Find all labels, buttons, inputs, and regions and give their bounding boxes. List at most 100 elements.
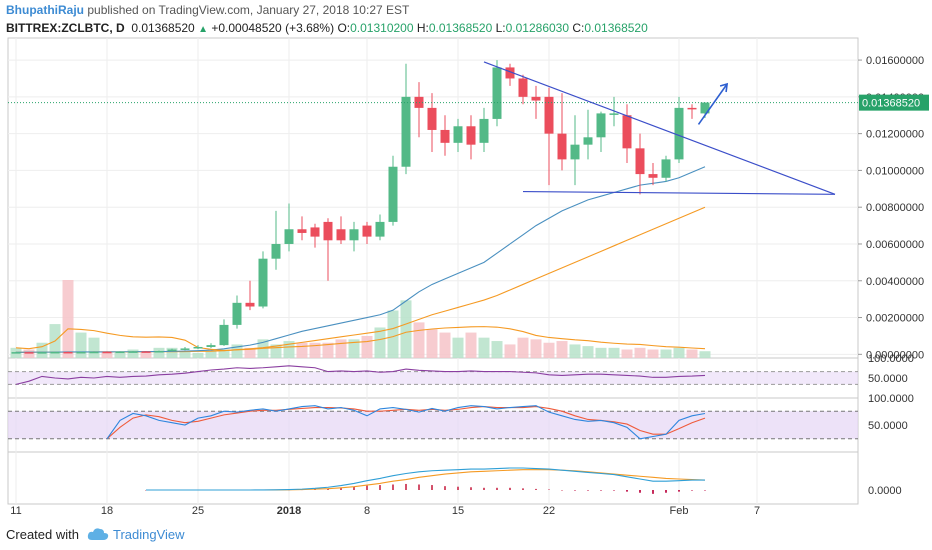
x-tick-label: 18: [101, 505, 113, 517]
macd-histogram-bar: [366, 485, 368, 490]
volume-bar: [673, 347, 685, 358]
low-value: 0.01286030: [505, 21, 570, 35]
candle-body: [544, 96, 554, 134]
macd-histogram-bar: [691, 490, 693, 491]
macd-histogram-bar: [379, 485, 381, 490]
volume-bar: [647, 349, 659, 358]
x-tick-label: 2018: [277, 505, 301, 517]
candle-body: [648, 174, 658, 178]
ma-orange-line: [16, 206, 706, 353]
price-tick-label: 0.00800000: [866, 202, 924, 214]
candle-body: [24, 352, 34, 354]
footer-bar: Created with TradingView: [0, 518, 932, 550]
volume-bar: [296, 342, 308, 358]
macd-histogram-bar: [600, 490, 602, 491]
candle-body: [141, 351, 151, 353]
macd-histogram-bar: [613, 490, 615, 491]
support-trendline[interactable]: [522, 190, 836, 195]
low-label: L:: [495, 21, 506, 35]
volume-bar: [335, 339, 347, 358]
volume-bar: [75, 332, 87, 358]
macd-histogram-bar: [561, 490, 563, 491]
volume-bar: [244, 347, 256, 358]
x-tick-label: 7: [754, 505, 760, 517]
indicator-tick-label: 50.0000: [868, 373, 908, 385]
price-tick-label: 0.00000000: [866, 349, 924, 361]
volume-bar: [413, 322, 425, 358]
volume-bar: [699, 351, 711, 358]
chart-canvas[interactable]: 111825201881522Feb70.016000000.014000000…: [0, 0, 932, 518]
stoch-k-line: [106, 405, 706, 440]
volume-bar: [556, 341, 568, 358]
volume-bar: [166, 347, 178, 358]
price-tick-label: 0.00600000: [866, 239, 924, 251]
symbol-label[interactable]: BITTREX:ZCLBTC, D: [6, 21, 125, 35]
close-label: C:: [572, 21, 585, 35]
volume-bar: [231, 344, 243, 358]
candle-body: [128, 351, 138, 353]
volume-bar: [400, 300, 412, 358]
candle-body: [37, 352, 47, 354]
breakout-arrow-shaft[interactable]: [697, 83, 728, 125]
candle-body: [687, 107, 697, 110]
price-tick-label: 0.00200000: [866, 313, 924, 325]
volume-bar: [582, 346, 594, 358]
price-tick-label: 0.01000000: [866, 165, 924, 177]
rsi-line: [15, 365, 706, 385]
volume-bar: [322, 342, 334, 358]
candle-body: [635, 148, 645, 175]
candle-body: [310, 227, 320, 237]
volume-bar: [23, 349, 35, 358]
candle-body: [609, 113, 619, 115]
tradingview-brand[interactable]: TradingView: [112, 526, 185, 542]
volume-bar: [504, 344, 516, 358]
candle-body: [102, 351, 112, 354]
volume-bar: [543, 342, 555, 358]
macd-histogram-bar: [652, 490, 654, 494]
volume-bar: [205, 351, 217, 358]
volume-bar: [179, 351, 191, 358]
macd-histogram-bar: [327, 488, 329, 490]
macd-histogram-bar: [574, 490, 576, 491]
macd-histogram-bar: [678, 490, 680, 492]
candle-body: [440, 129, 450, 143]
candle-body: [297, 229, 307, 233]
last-price-badge: [859, 94, 929, 111]
volume-bars: [10, 280, 711, 358]
macd-histogram-bar: [509, 487, 511, 490]
macd-histogram-bar: [340, 487, 342, 490]
volume-bar: [361, 335, 373, 358]
stoch-band-fill: [8, 411, 858, 439]
volume-bar: [62, 280, 74, 358]
indicator-lines: [15, 166, 706, 494]
volume-bar: [101, 351, 113, 358]
candle-body: [336, 229, 346, 241]
candle-body: [323, 221, 333, 241]
author-name[interactable]: BhupathiRaju: [6, 3, 84, 17]
publish-header: BhupathiRaju published on TradingView.co…: [6, 2, 409, 18]
candle-body: [232, 302, 242, 325]
volume-bar: [283, 341, 295, 358]
high-label: H:: [416, 21, 429, 35]
candle-body: [570, 144, 580, 160]
candle-body: [375, 221, 385, 237]
macd-histogram-bar: [353, 486, 355, 490]
descending-trendline[interactable]: [483, 61, 836, 195]
volume-bar: [439, 332, 451, 358]
candle-body: [388, 166, 398, 222]
candle-body: [63, 351, 73, 354]
macd-histogram-bar: [444, 486, 446, 490]
candle-body: [193, 346, 203, 349]
candle-body: [661, 159, 671, 178]
macd-histogram-bar: [626, 490, 628, 492]
volume-bar: [192, 352, 204, 358]
last-price-label: 0.01368520: [862, 98, 920, 110]
macd-histogram-bar: [496, 487, 498, 490]
breakout-arrow-head[interactable]: [719, 82, 729, 93]
candle-body: [674, 107, 684, 160]
macd-histogram-bar: [522, 488, 524, 490]
open-value: 0.01310200: [350, 21, 414, 35]
macd-histogram-bar: [704, 490, 706, 491]
volume-bar: [517, 337, 529, 358]
volume-bar: [218, 349, 230, 358]
